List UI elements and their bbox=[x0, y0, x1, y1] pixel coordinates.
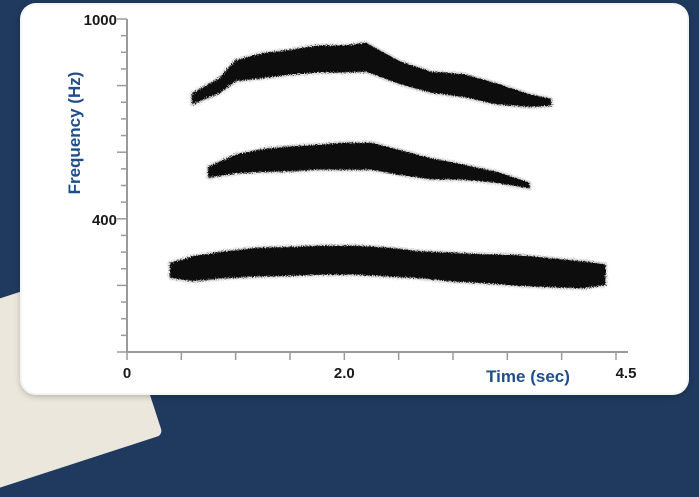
axes bbox=[117, 18, 628, 360]
y-axis-title: Frequency (Hz) bbox=[65, 72, 84, 195]
y-tick-label-400: 400 bbox=[92, 212, 117, 229]
harmonic-band-1 bbox=[191, 42, 552, 108]
harmonic-band-2 bbox=[208, 142, 530, 189]
harmonic-traces bbox=[168, 40, 608, 291]
x-tick-label-4-5: 4.5 bbox=[616, 365, 637, 382]
y-tick-label-1000: 1000 bbox=[84, 12, 117, 29]
spectrogram-chart: 1000 400 0 2.0 4.5 Time (sec) Frequency … bbox=[65, 12, 636, 386]
minor-ticks bbox=[117, 18, 617, 360]
x-tick-label-0: 0 bbox=[123, 365, 131, 382]
harmonic-band-3 bbox=[170, 245, 606, 289]
x-axis-title: Time (sec) bbox=[486, 367, 570, 386]
tick-labels: 1000 400 0 2.0 4.5 Time (sec) Frequency … bbox=[65, 12, 636, 386]
x-tick-label-2: 2.0 bbox=[334, 365, 355, 382]
